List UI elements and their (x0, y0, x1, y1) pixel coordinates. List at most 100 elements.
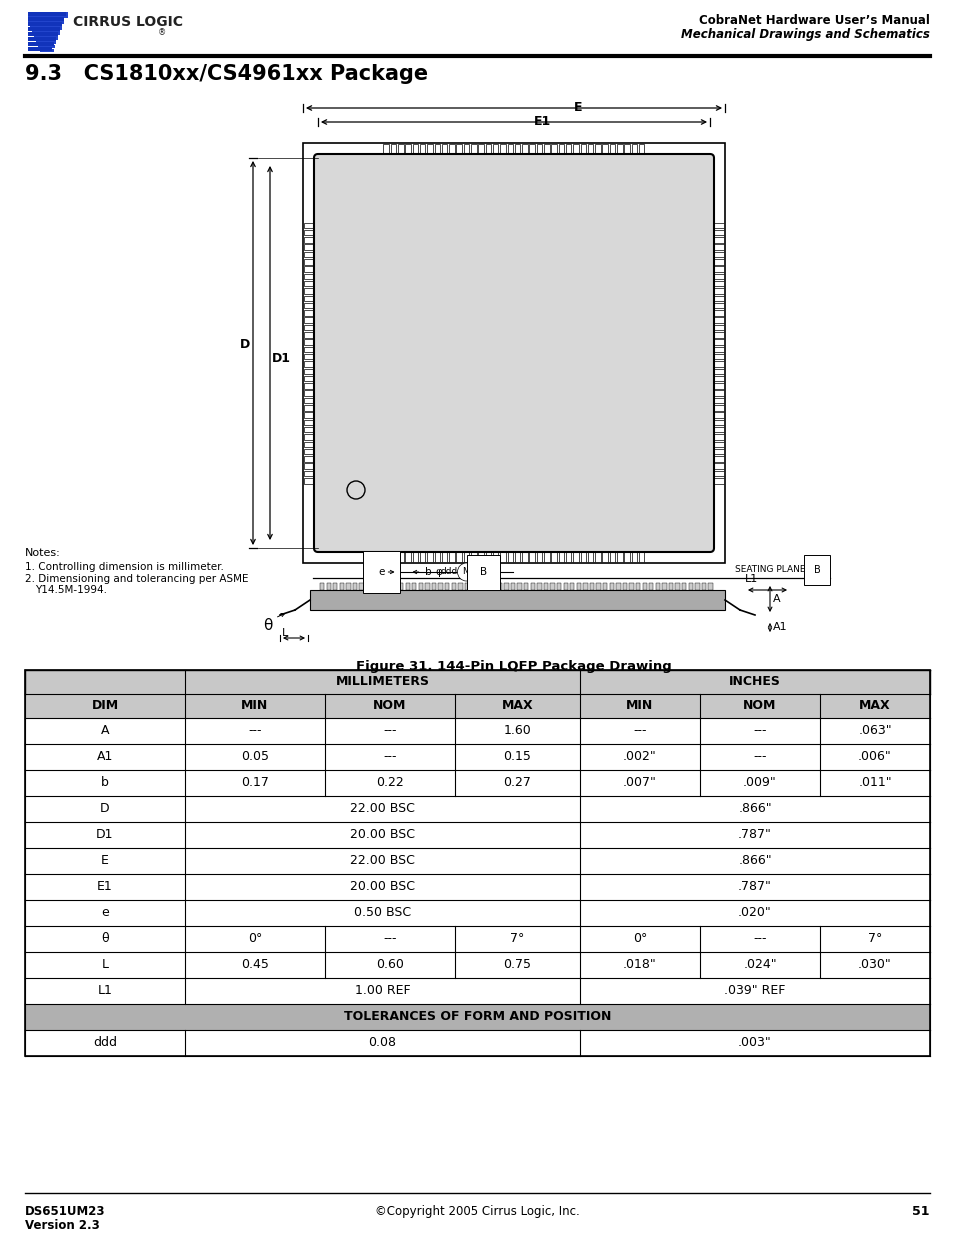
Text: e: e (378, 567, 384, 577)
Bar (383, 548, 389, 562)
Text: CIRRUS LOGIC: CIRRUS LOGIC (73, 15, 183, 28)
Text: NOM: NOM (373, 699, 406, 713)
Bar (28, 37, 56, 41)
Text: TOLERANCES OF FORM AND POSITION: TOLERANCES OF FORM AND POSITION (343, 1010, 611, 1024)
Bar (675, 583, 679, 590)
Text: E: E (574, 100, 582, 114)
Bar (304, 471, 317, 477)
Text: Figure 31. 144-Pin LQFP Package Drawing: Figure 31. 144-Pin LQFP Package Drawing (355, 659, 671, 673)
Text: ©Copyright 2005 Cirrus Logic, Inc.: ©Copyright 2005 Cirrus Logic, Inc. (375, 1205, 578, 1218)
Text: .006": .006" (858, 751, 891, 763)
Bar (28, 19, 64, 23)
Bar (709, 478, 723, 483)
Bar (602, 583, 607, 590)
Bar (537, 144, 541, 158)
Text: 22.00 BSC: 22.00 BSC (350, 803, 415, 815)
Bar (28, 12, 66, 16)
Text: ---: --- (248, 725, 261, 737)
Text: DIM: DIM (91, 699, 118, 713)
Text: 7°: 7° (867, 932, 882, 946)
Bar (451, 583, 456, 590)
Text: NOM: NOM (742, 699, 776, 713)
Bar (412, 583, 416, 590)
Bar (304, 448, 317, 454)
Bar (427, 144, 433, 158)
Text: 0.17: 0.17 (241, 777, 269, 789)
Text: D: D (239, 338, 250, 352)
Bar (25, 718, 929, 743)
Text: Notes:: Notes: (25, 548, 61, 558)
Bar (636, 583, 639, 590)
Bar (485, 548, 491, 562)
Bar (456, 144, 461, 158)
Bar (709, 259, 723, 264)
Text: ---: --- (753, 751, 766, 763)
Bar (385, 583, 390, 590)
Text: A: A (772, 594, 780, 604)
Bar (438, 583, 442, 590)
Bar (441, 144, 447, 158)
Bar (709, 427, 723, 432)
Bar (304, 288, 317, 294)
Bar (456, 548, 461, 562)
Bar (30, 25, 62, 30)
Text: 22.00 BSC: 22.00 BSC (350, 855, 415, 867)
Bar (557, 583, 560, 590)
Bar (709, 383, 723, 389)
Bar (709, 412, 723, 417)
Bar (709, 448, 723, 454)
Bar (25, 694, 929, 718)
Bar (709, 441, 723, 447)
Bar (709, 303, 723, 309)
Text: ddd: ddd (92, 1036, 117, 1050)
Text: .039" REF: .039" REF (723, 984, 785, 998)
Bar (413, 548, 417, 562)
Bar (304, 280, 317, 287)
Text: .020": .020" (738, 906, 771, 920)
Text: .009": .009" (742, 777, 776, 789)
Bar (28, 12, 68, 19)
Bar (558, 144, 563, 158)
Text: 9.3   CS1810xx/CS4961xx Package: 9.3 CS1810xx/CS4961xx Package (25, 64, 428, 84)
Text: E: E (101, 855, 109, 867)
Bar (463, 144, 469, 158)
Bar (25, 769, 929, 797)
Bar (463, 548, 469, 562)
Bar (709, 230, 723, 236)
Bar (537, 583, 541, 590)
Text: MIN: MIN (626, 699, 653, 713)
Bar (449, 548, 455, 562)
Bar (359, 583, 363, 590)
Bar (441, 548, 447, 562)
Bar (617, 548, 622, 562)
FancyBboxPatch shape (314, 154, 713, 552)
Bar (709, 245, 723, 249)
Text: B: B (479, 567, 487, 577)
Text: D1: D1 (272, 352, 291, 366)
Bar (595, 144, 600, 158)
Bar (695, 583, 699, 590)
Bar (304, 478, 317, 483)
Text: .030": .030" (858, 958, 891, 972)
Bar (688, 583, 692, 590)
Bar (304, 420, 317, 425)
Text: E1: E1 (97, 881, 112, 893)
Text: .018": .018" (622, 958, 657, 972)
Bar (709, 332, 723, 337)
Text: θ: θ (263, 618, 273, 634)
Bar (602, 144, 607, 158)
Bar (709, 471, 723, 477)
Text: .011": .011" (858, 777, 891, 789)
Bar (25, 671, 929, 1056)
Text: MILLIMETERS: MILLIMETERS (335, 676, 429, 688)
Bar (551, 144, 557, 158)
Bar (391, 144, 395, 158)
Bar (523, 583, 528, 590)
Bar (477, 144, 483, 158)
Bar (40, 49, 54, 52)
Bar (413, 144, 417, 158)
Bar (304, 347, 317, 352)
Text: b: b (101, 777, 109, 789)
Bar (609, 583, 614, 590)
Bar (709, 361, 723, 367)
